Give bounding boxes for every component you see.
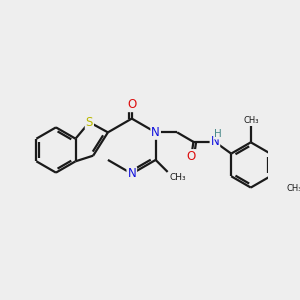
Text: N: N xyxy=(211,135,219,148)
Text: O: O xyxy=(187,150,196,163)
Text: CH₃: CH₃ xyxy=(243,116,259,125)
Text: O: O xyxy=(127,98,136,111)
Text: H: H xyxy=(214,129,221,139)
Text: CH₃: CH₃ xyxy=(286,184,300,193)
Text: CH₃: CH₃ xyxy=(170,173,186,182)
Text: S: S xyxy=(86,116,93,129)
Text: N: N xyxy=(151,126,160,139)
Text: N: N xyxy=(128,167,136,180)
